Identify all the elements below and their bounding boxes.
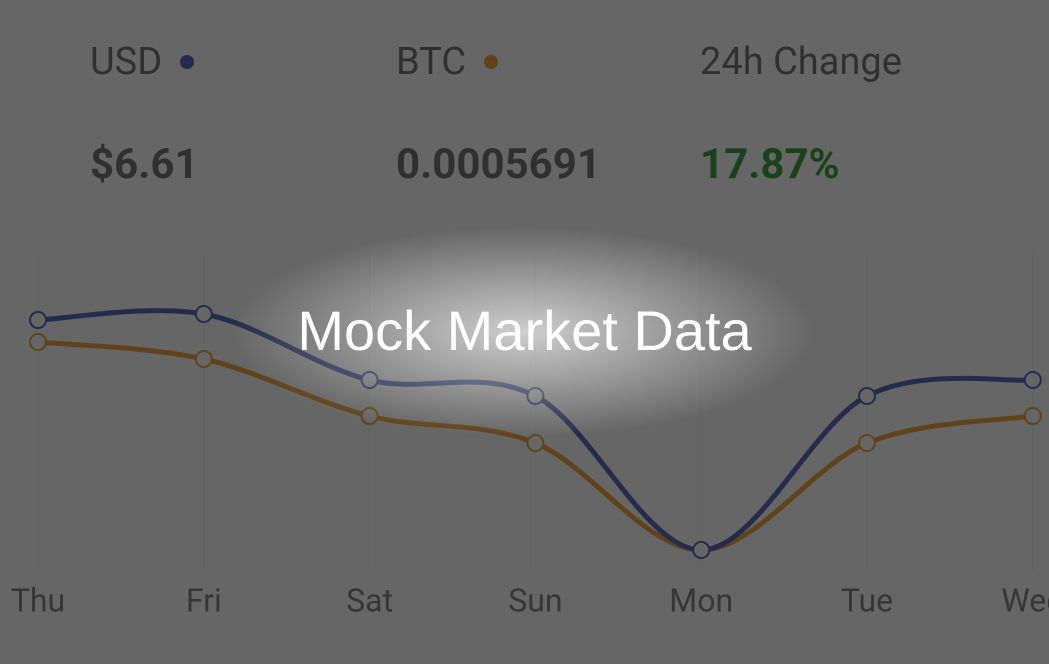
overlay-text: Mock Market Data [297,298,752,362]
